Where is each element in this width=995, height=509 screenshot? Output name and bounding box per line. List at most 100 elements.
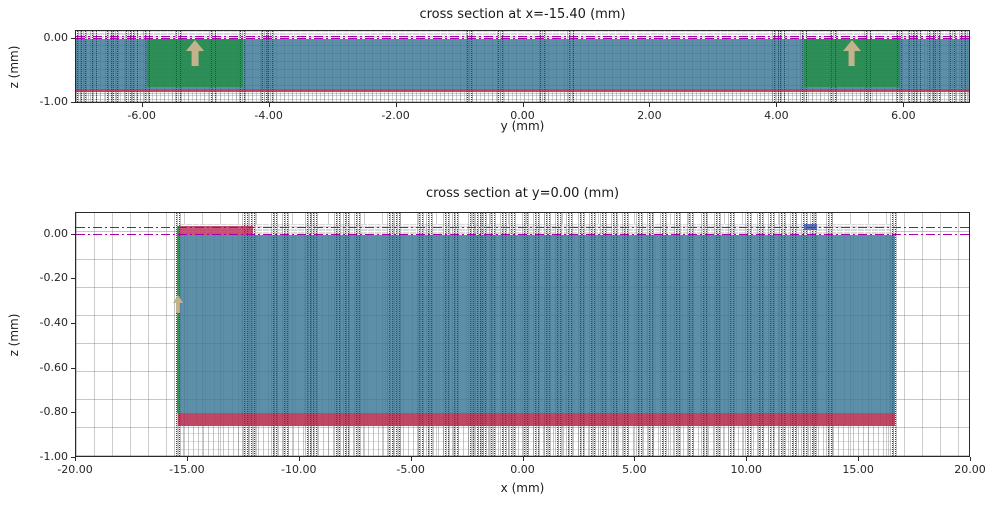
y-tick-label: -0.40 [39,316,68,330]
fixed-mesh-vline-cluster [624,213,629,456]
fixed-mesh-vline-cluster [106,31,112,102]
fixed-mesh-vline-cluster [176,31,182,102]
fixed-mesh-vline-cluster [557,213,562,456]
excitation-arrow-stem [848,51,856,66]
fixed-mesh-vline-cluster [897,31,903,102]
fixed-mesh-vline-cluster [891,213,896,456]
fixed-mesh-vline-cluster [758,213,763,456]
substrate-region [178,234,895,414]
fixed-mesh-vline-cluster [467,31,473,102]
fixed-mesh-vline-cluster [210,31,216,102]
fixed-mesh-vline-cluster [803,213,808,456]
x-tick-mark [634,457,636,461]
x-tick-mark [522,457,524,461]
fixed-mesh-vline-cluster [928,31,934,102]
fixed-mesh-vline-cluster [909,31,915,102]
fixed-mesh-vline-cluster [702,213,707,456]
fixed-mesh-vline-cluster [427,213,432,456]
fixed-mesh-vline-cluster [91,31,97,102]
x-tick-label: 20.00 [954,463,986,476]
x-tick-label: -2.00 [381,109,410,122]
x-tick-label: 0.00 [510,463,535,476]
x-tick-label: 15.00 [842,463,874,476]
fixed-mesh-vline-cluster [491,213,496,456]
fixed-mesh-vline-cluster [132,31,138,102]
y-tick-label: 0.00 [43,30,69,44]
y-tick-mark [71,412,75,414]
fixed-mesh-vline-cluster [523,213,528,456]
y-tick-label: -1.00 [39,94,68,108]
lower-mesh-band [178,425,895,456]
fixed-mesh-vline-cluster [716,213,721,456]
fixed-mesh-vline-cluster [540,31,546,102]
fixed-mesh-vline-cluster [602,213,607,456]
top-plot-axes [75,30,970,103]
x-tick-label: -4.00 [254,109,283,122]
x-tick-label: -5.00 [396,463,425,476]
fixed-mesh-vline-cluster [568,31,574,102]
x-tick-label: 0.00 [510,109,535,122]
fixed-mesh-vline-cluster [831,31,837,102]
fixed-mesh-vline-cluster [262,31,268,102]
y-tick-mark [71,323,75,325]
fixed-mesh-vline-cluster [273,213,278,456]
fixed-mesh-vline-cluster [470,213,475,456]
air-mesh-band [178,223,895,235]
x-tick-mark [410,457,412,461]
y-tick-mark [71,278,75,280]
top-plot-ylabel: z (mm) [7,45,21,88]
excitation-arrow [842,39,861,66]
fixed-mesh-vline-cluster [482,213,487,456]
fixed-mesh-vline-cluster [335,213,340,456]
x-tick-label: 2.00 [637,109,662,122]
fixed-mesh-vline-cluster [454,213,459,456]
fixed-mesh-hline [76,38,969,40]
y-tick-mark [71,233,75,235]
x-tick-mark [298,457,300,461]
fixed-mesh-vline-cluster [747,213,752,456]
port-plane-line [177,225,180,414]
fixed-mesh-vline-cluster [792,213,797,456]
x-tick-mark [649,103,651,107]
fixed-mesh-vline-cluster [113,31,119,102]
fixed-mesh-vline-cluster [637,213,642,456]
y-tick-label: 0.00 [43,226,69,240]
fixed-mesh-vline-cluster [769,213,774,456]
fixed-mesh-vline-cluster [675,213,680,456]
fixed-mesh-vline-cluster [244,213,249,456]
bottom-plot-axes [75,212,970,457]
fixed-mesh-vline-cluster [613,213,618,456]
fixed-mesh-vline-cluster [502,213,507,456]
fixed-mesh-vline-cluster [176,213,181,456]
excitation-arrow-stem [191,51,199,66]
bottom-plot-ylabel: z (mm) [7,313,21,356]
excitation-arrow [186,39,205,66]
top-plot-xlabel: y (mm) [500,119,545,133]
y-tick-label: -1.00 [39,450,68,463]
fixed-mesh-vline-cluster [240,31,246,102]
x-tick-mark [186,457,188,461]
x-tick-mark [141,103,143,107]
fixed-mesh-vline-cluster [568,213,573,456]
fixed-mesh-vline-cluster [773,31,779,102]
lower-mesh-band [76,91,969,102]
excitation-arrow-head [172,295,183,304]
fixed-mesh-vline-cluster [812,213,817,456]
air-mesh-band [76,31,969,39]
fixed-mesh-vline-cluster [284,213,289,456]
x-tick-mark [522,103,524,107]
fixed-mesh-vline-cluster [689,213,694,456]
fixed-mesh-vline-cluster [389,213,394,456]
fixed-mesh-vline-cluster [81,31,87,102]
x-tick-mark [746,457,748,461]
x-tick-mark [268,103,270,107]
x-tick-label: -15.00 [169,463,205,476]
y-tick-mark [71,367,75,369]
x-tick-mark [858,457,860,461]
fixed-mesh-vline-cluster [828,213,833,456]
x-tick-mark [776,103,778,107]
fixed-mesh-vline-cluster [729,213,734,456]
x-tick-label: -20.00 [57,463,93,476]
fixed-mesh-vline-cluster [126,31,132,102]
fixed-mesh-vline-cluster [306,213,311,456]
